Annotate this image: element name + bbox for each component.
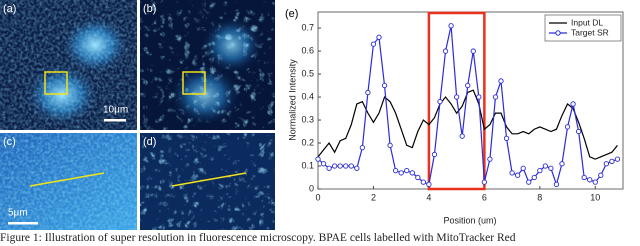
- x-tick-label: 6: [482, 192, 487, 202]
- y-axis-label: Normalized Intensity: [287, 59, 297, 141]
- point: [409, 170, 415, 176]
- point: [359, 144, 366, 151]
- point: [415, 174, 421, 181]
- point: [426, 181, 432, 188]
- point: [487, 156, 493, 162]
- point: [492, 94, 499, 100]
- point: [481, 179, 488, 185]
- point: [598, 172, 604, 178]
- y-tick-label: 0.3: [301, 114, 314, 124]
- panel-label: (b): [143, 3, 156, 15]
- point: [587, 177, 593, 183]
- y-tick-label: 0.4: [301, 91, 314, 101]
- legend-marker: [555, 30, 561, 36]
- x-tick-label: 10: [590, 192, 600, 202]
- legend-box: [544, 14, 622, 42]
- x-tick-label: 4: [426, 192, 431, 202]
- y-tick-label: 0.1: [301, 160, 314, 170]
- point: [575, 128, 582, 135]
- point: [509, 170, 515, 176]
- caption: Figure 1: Illustration of super resoluti…: [0, 232, 516, 244]
- point: [370, 41, 377, 47]
- point: [614, 156, 621, 162]
- point: [542, 163, 549, 169]
- point: [420, 179, 427, 185]
- figure: (a) 10μm (b) (c) 5μm (d) (e) Position (u…: [0, 0, 624, 230]
- point: [392, 167, 399, 174]
- point: [531, 174, 537, 181]
- point: [548, 165, 554, 171]
- point: [476, 94, 482, 100]
- point: [514, 172, 521, 178]
- point: [337, 163, 343, 169]
- point: [448, 23, 454, 29]
- y-tick-label: 0.7: [301, 22, 314, 32]
- point: [537, 167, 543, 174]
- scale-bar-label: 10μm: [103, 105, 128, 116]
- chart: (e) Position (um) Normalized Intensity M…: [285, 8, 624, 225]
- image-c: [0, 133, 137, 230]
- point: [564, 124, 571, 130]
- panel-label: (e): [285, 8, 298, 20]
- panel-label: (d): [143, 136, 156, 148]
- point: [365, 89, 371, 96]
- point: [553, 181, 560, 188]
- panel-label: (a): [3, 3, 16, 15]
- point: [570, 101, 576, 107]
- x-axis-label: Position (um): [443, 215, 496, 225]
- point: [609, 158, 615, 165]
- plot-area: [317, 11, 624, 190]
- image-b: [140, 0, 275, 130]
- point: [442, 48, 449, 54]
- point: [376, 34, 382, 40]
- point: [381, 82, 388, 89]
- point: [592, 179, 598, 185]
- point: [348, 163, 354, 169]
- point: [343, 163, 349, 169]
- point: [331, 163, 338, 169]
- x-tick-label: 0: [315, 192, 320, 202]
- series-line: [317, 89, 618, 160]
- point: [437, 98, 443, 105]
- point: [404, 167, 410, 174]
- point: [603, 161, 610, 167]
- y-tick-label: 0.6: [301, 45, 314, 55]
- y-tick-label: 0: [309, 183, 314, 193]
- point: [470, 48, 476, 54]
- legend-label: Target SR: [571, 27, 609, 37]
- point: [526, 179, 532, 185]
- y-tick-label: 0.5: [301, 68, 314, 78]
- point: [398, 170, 404, 176]
- point: [498, 78, 504, 84]
- point: [520, 165, 526, 171]
- point: [465, 82, 471, 89]
- image-a: [0, 0, 137, 130]
- point: [453, 94, 460, 100]
- point: [354, 165, 360, 171]
- highlight-box: [427, 11, 486, 191]
- point: [459, 133, 465, 139]
- point: [503, 135, 510, 142]
- y-tick-label: 0.2: [301, 137, 314, 147]
- legend-label: Input DL: [571, 17, 603, 27]
- point: [387, 142, 393, 148]
- point: [559, 161, 565, 167]
- scale-bar-label: 5μm: [8, 208, 28, 219]
- point: [326, 165, 332, 171]
- point: [431, 151, 438, 158]
- x-tick-label: 8: [537, 192, 542, 202]
- point: [320, 161, 327, 167]
- point: [315, 156, 321, 162]
- x-tick-label: 2: [371, 192, 376, 202]
- point: [581, 174, 587, 181]
- panel-label: (c): [3, 136, 16, 148]
- image-d: [140, 133, 275, 230]
